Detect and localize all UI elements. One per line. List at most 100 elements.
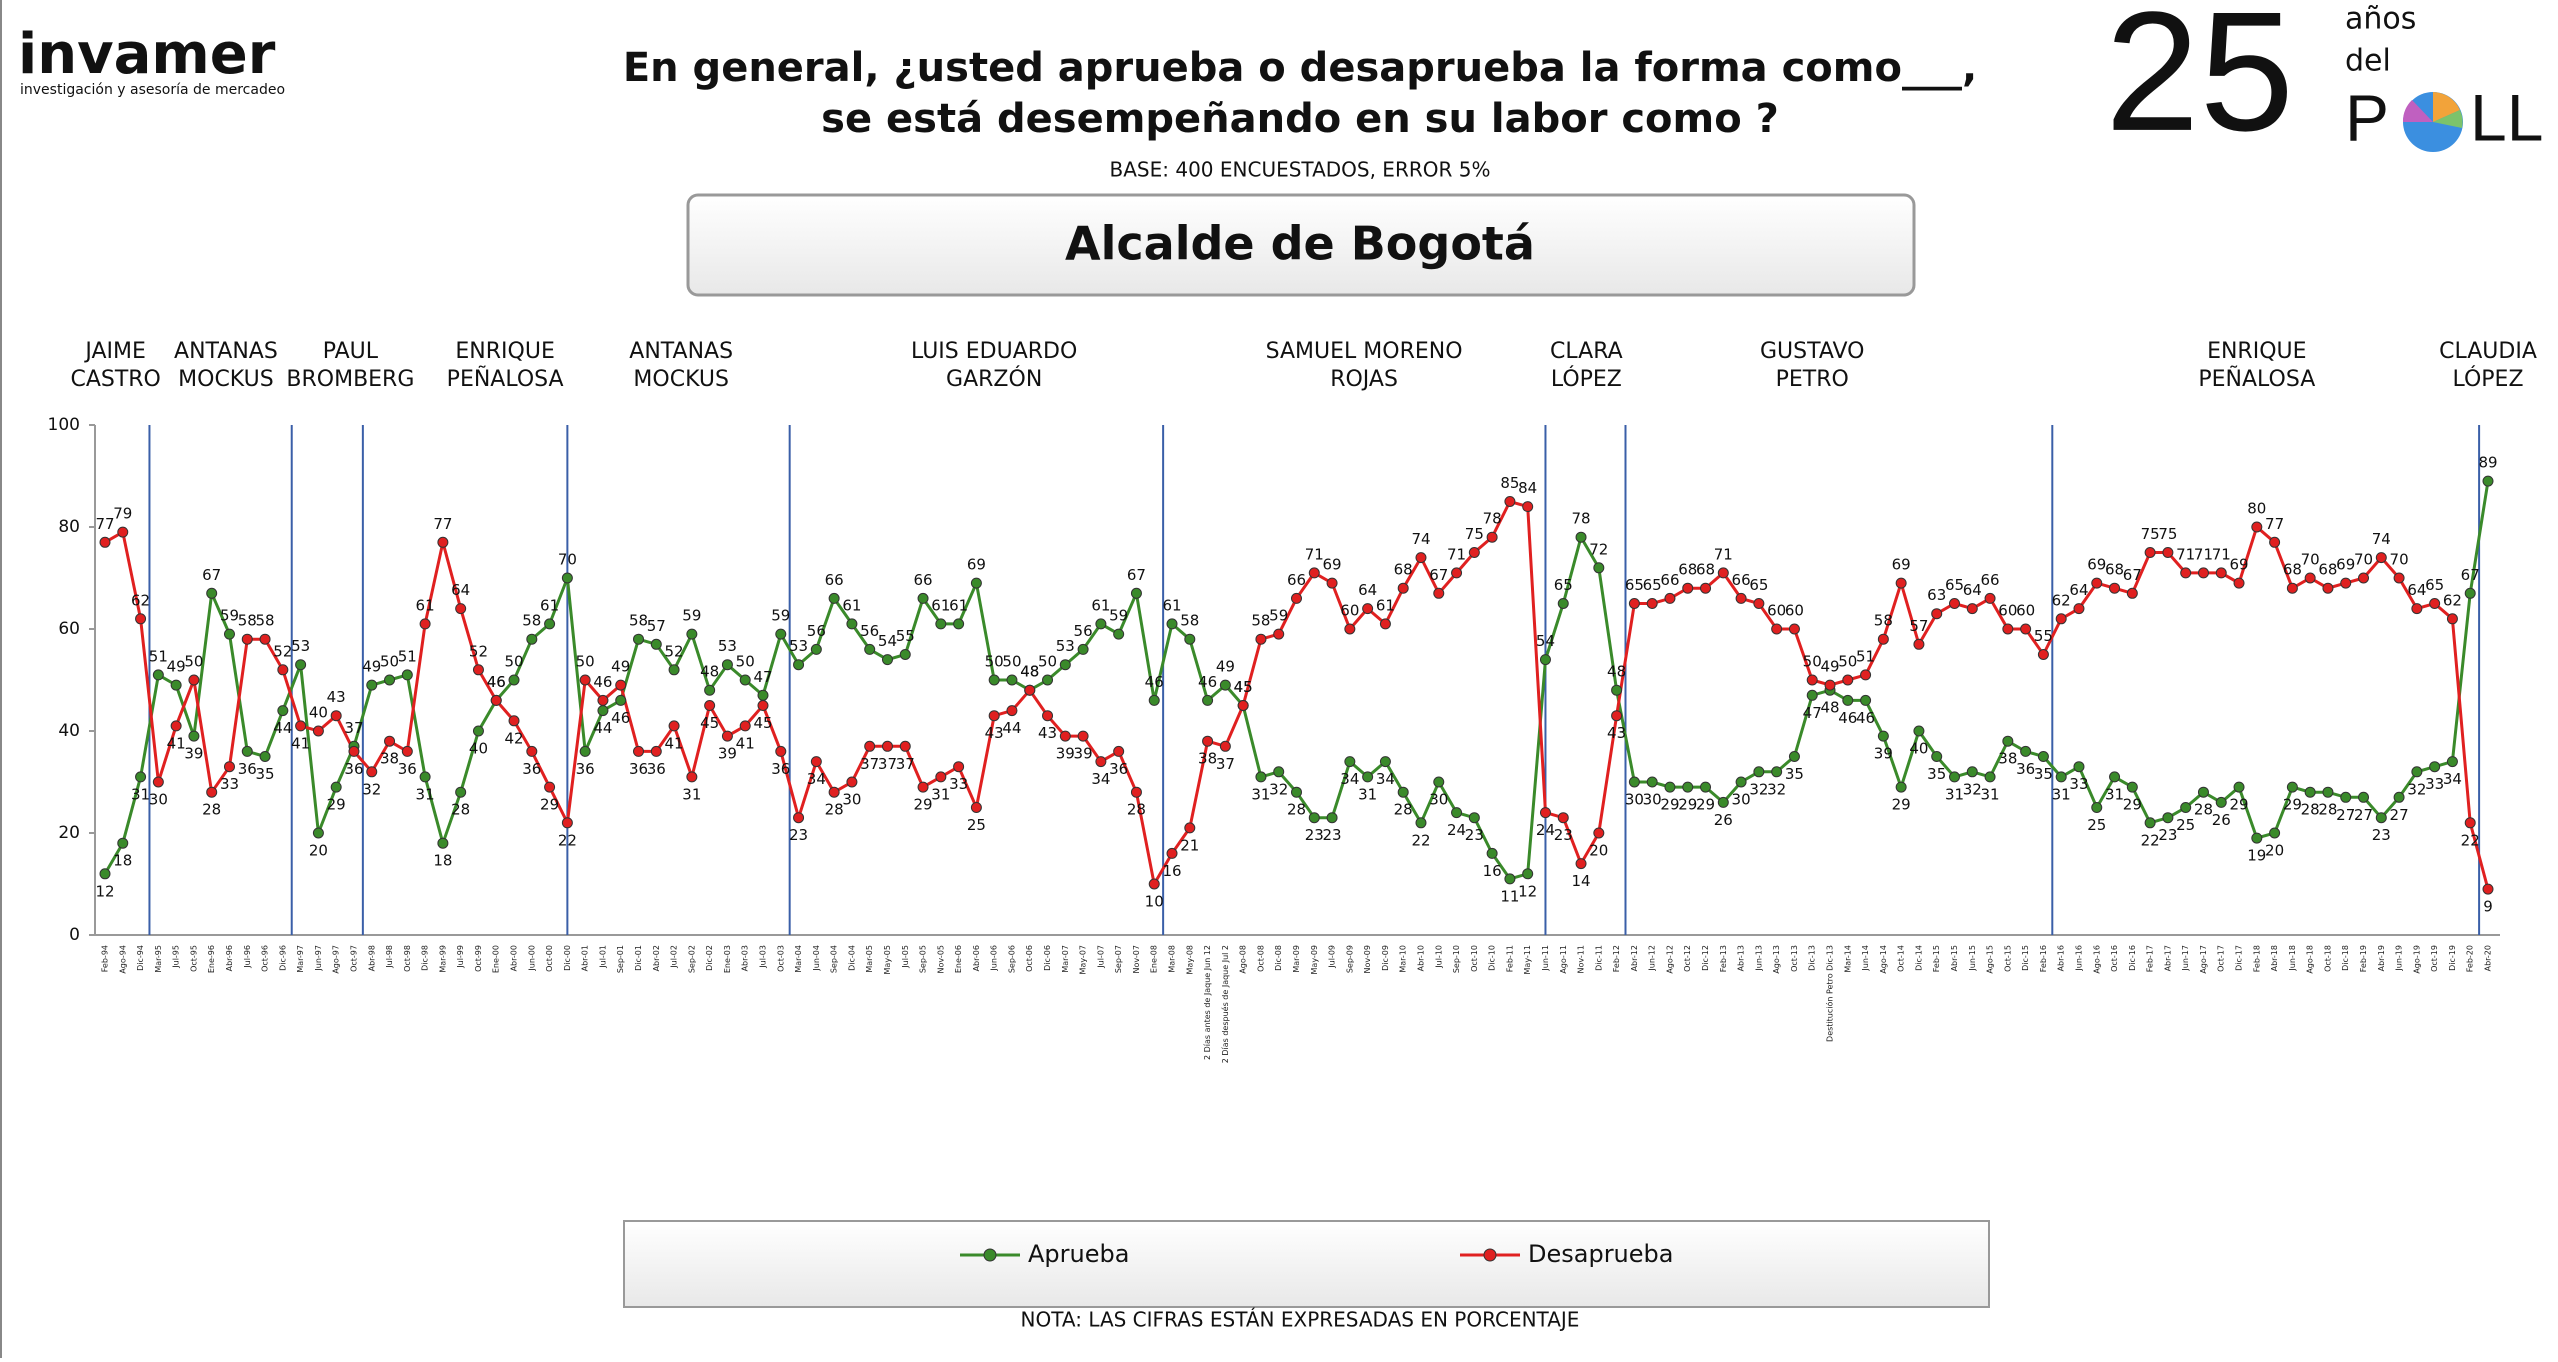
data-label: 24: [1447, 821, 1466, 839]
data-point: [366, 679, 378, 691]
data-label: 29: [2123, 796, 2142, 814]
data-point: [864, 740, 876, 752]
data-point: [1202, 735, 1214, 747]
data-point: [1700, 781, 1712, 793]
data-label: 85: [1500, 474, 1519, 492]
data-label: 49: [362, 658, 381, 676]
data-point: [1273, 628, 1285, 640]
data-label: 66: [1287, 571, 1306, 589]
data-label: 45: [1234, 678, 1253, 696]
data-point: [526, 745, 538, 757]
data-point: [2020, 745, 2032, 757]
x-tick-label: Jun-18: [2288, 945, 2297, 972]
x-tick-label: Dic-17: [2235, 945, 2244, 971]
data-label: 65: [1554, 576, 1573, 594]
x-tick-label: Dic-18: [2341, 945, 2350, 971]
x-tick-label: Nov-11: [1577, 945, 1586, 973]
data-point: [1415, 552, 1427, 564]
x-tick-label: Jun-19: [2395, 945, 2404, 972]
x-tick-label: Jun-15: [1968, 945, 1977, 972]
x-tick-label: Jun-04: [812, 945, 821, 972]
data-point: [1646, 776, 1658, 788]
data-label: 66: [1660, 571, 1679, 589]
data-point: [1717, 567, 1729, 579]
data-label: 31: [131, 785, 150, 803]
x-tick-label: Sep-06: [1007, 945, 1016, 973]
data-label: 68: [1678, 561, 1697, 579]
data-label: 67: [2123, 566, 2142, 584]
data-point: [1504, 873, 1516, 885]
data-point: [881, 654, 893, 666]
mayor-label: ANTANAS: [629, 339, 733, 364]
data-label: 60: [2016, 602, 2035, 620]
x-tick-label: Jul-99: [456, 945, 465, 969]
data-label: 33: [2069, 775, 2088, 793]
data-point: [686, 628, 698, 640]
data-point: [1184, 633, 1196, 645]
data-label: 61: [540, 596, 559, 614]
chart-title: se está desempeñando en su labor como ?: [821, 96, 1779, 142]
data-label: 54: [878, 632, 897, 650]
data-label: 59: [220, 607, 239, 625]
data-label: 65: [1643, 576, 1662, 594]
mayor-label: PAUL: [323, 339, 379, 364]
x-tick-label: Dic-09: [1381, 945, 1390, 971]
data-point: [99, 868, 111, 880]
data-label: 41: [167, 734, 186, 752]
y-tick-label: 80: [58, 517, 80, 537]
data-point: [117, 526, 129, 538]
data-label: 11: [1500, 887, 1519, 905]
data-point: [384, 735, 396, 747]
data-point: [650, 638, 662, 650]
data-label: 59: [771, 607, 790, 625]
x-tick-label: May-08: [1185, 945, 1194, 974]
data-point: [401, 669, 413, 681]
data-point: [739, 674, 751, 686]
logo-tagline: investigación y asesoría de mercadeo: [20, 82, 285, 98]
data-point: [2393, 572, 2405, 584]
data-label: 20: [309, 842, 328, 860]
data-label: 26: [1714, 811, 1733, 829]
data-label: 37: [344, 719, 363, 737]
data-label: 46: [1145, 673, 1164, 691]
data-label: 32: [1269, 780, 1288, 798]
data-label: 39: [718, 745, 737, 763]
data-point: [793, 812, 805, 824]
data-label: 36: [576, 760, 595, 778]
x-tick-label: Oct-15: [2003, 945, 2012, 972]
x-tick-label: Jul-10: [1434, 945, 1443, 969]
data-label: 34: [807, 770, 826, 788]
x-tick-label: Feb-20: [2466, 945, 2475, 972]
data-label: 30: [1429, 791, 1448, 809]
data-label: 51: [398, 647, 417, 665]
data-point: [1895, 781, 1907, 793]
data-label: 89: [2478, 454, 2497, 472]
data-point: [2002, 623, 2014, 635]
data-label: 36: [344, 760, 363, 778]
data-label: 31: [1251, 785, 1270, 803]
data-label: 67: [2461, 566, 2480, 584]
data-label: 69: [2229, 556, 2248, 574]
data-label: 49: [167, 658, 186, 676]
data-point: [2269, 827, 2281, 839]
data-label: 49: [1820, 658, 1839, 676]
data-label: 52: [273, 642, 292, 660]
data-point: [1451, 807, 1463, 819]
data-label: 34: [2443, 770, 2462, 788]
data-label: 71: [2194, 545, 2213, 563]
x-tick-label: Oct-16: [2110, 945, 2119, 972]
data-point: [953, 761, 965, 773]
data-point: [455, 786, 467, 798]
data-label: 60: [1340, 602, 1359, 620]
data-label: 61: [1162, 596, 1181, 614]
data-label: 69: [967, 556, 986, 574]
x-tick-label: May-05: [883, 945, 892, 974]
data-point: [330, 781, 342, 793]
data-point: [1486, 847, 1498, 859]
logo: invamer: [18, 22, 276, 87]
x-tick-label: Dic-11: [1594, 945, 1603, 971]
data-label: 30: [842, 791, 861, 809]
x-tick-label: Jun-97: [314, 945, 323, 972]
data-label: 37: [878, 755, 897, 773]
data-label: 64: [2407, 581, 2426, 599]
